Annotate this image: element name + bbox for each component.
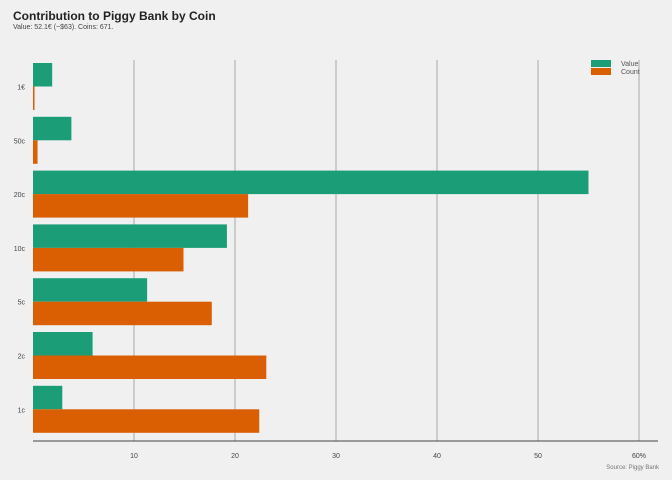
x-tick-label: 50	[534, 453, 542, 460]
bar-count	[33, 301, 212, 326]
bar-value	[33, 332, 93, 356]
bar-value	[33, 116, 72, 141]
bar-count	[33, 355, 267, 379]
bar-count	[33, 247, 184, 272]
y-tick-label: 20c	[14, 192, 26, 199]
bars	[33, 63, 589, 433]
bar-count	[33, 409, 260, 433]
legend-swatch-count	[591, 68, 611, 75]
tick-labels: 10 20 30 40 50 60% 1€ 50c 20c 10c 5c 2c 1c	[14, 85, 646, 461]
x-tick-label: 20	[231, 453, 239, 460]
legend-swatch-value	[591, 60, 611, 67]
bar-value	[33, 278, 148, 302]
y-tick-label: 10c	[14, 246, 26, 253]
grid-lines	[133, 60, 640, 441]
y-tick-label: 1c	[18, 407, 26, 414]
chart-title: Contribution to Piggy Bank by Coin	[13, 9, 216, 23]
x-tick-label: 30	[332, 453, 340, 460]
y-tick-label: 5c	[18, 300, 26, 307]
x-tick-label: 40	[433, 453, 441, 460]
bar-count	[33, 140, 38, 164]
bar-count	[33, 86, 35, 110]
chart-caption: Source: Piggy Bank	[606, 465, 659, 471]
bar-value	[33, 385, 63, 410]
bar-count	[33, 194, 249, 218]
legend-label-value: Value	[621, 61, 638, 68]
chart-subtitle: Value: 52.1€ (~$63). Coins: 671.	[13, 24, 114, 31]
x-tick-label: 10	[130, 453, 138, 460]
legend-label-count: Count	[621, 69, 640, 76]
y-tick-label: 50c	[14, 138, 26, 145]
y-tick-label: 2c	[18, 354, 26, 361]
bar-value	[33, 63, 53, 87]
x-tick-label: 60%	[632, 453, 646, 460]
bar-value	[33, 224, 227, 248]
y-tick-label: 1€	[17, 85, 25, 92]
bar-value	[33, 170, 589, 195]
